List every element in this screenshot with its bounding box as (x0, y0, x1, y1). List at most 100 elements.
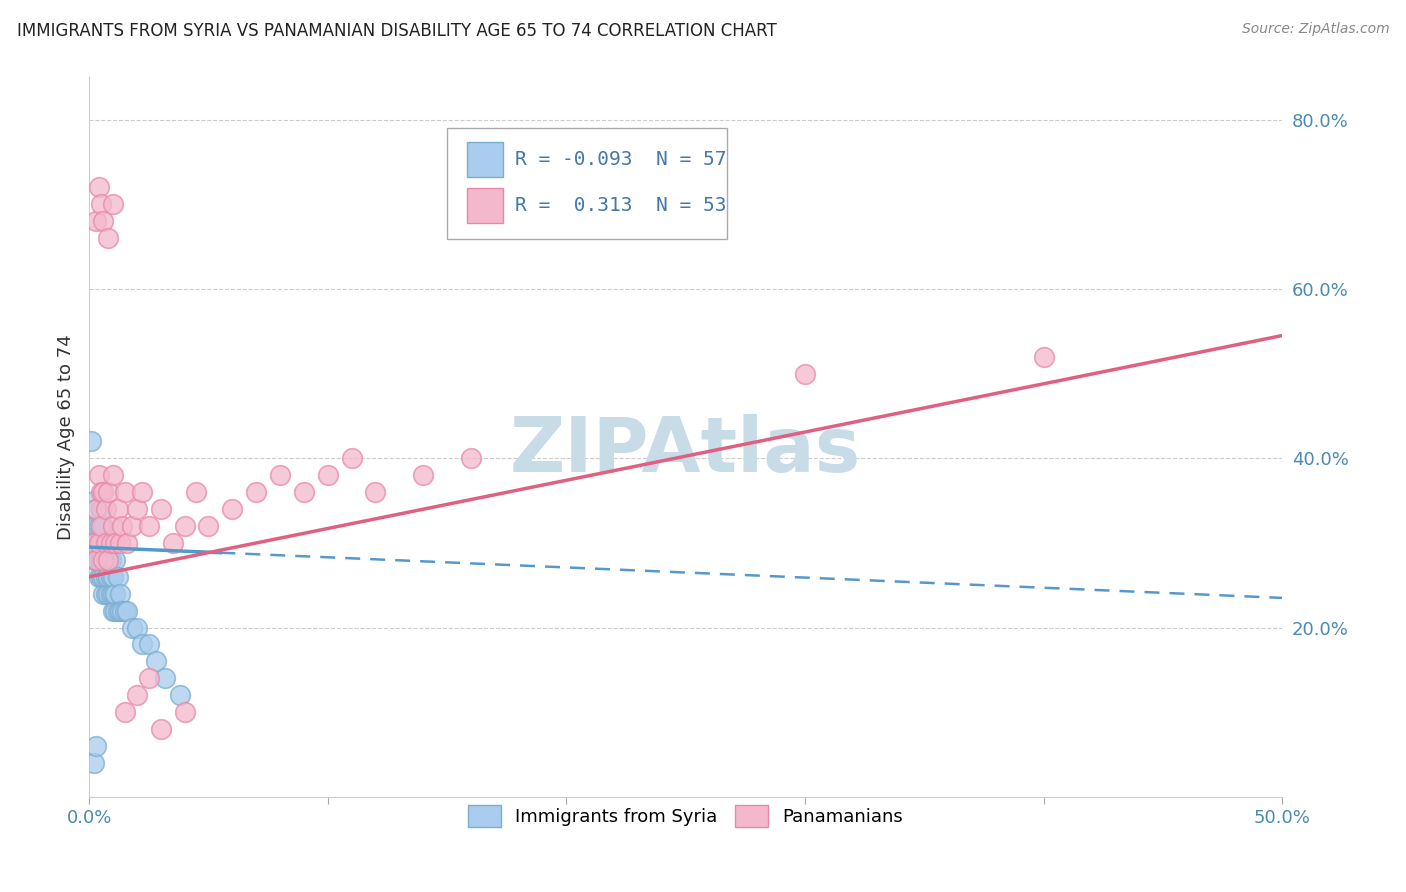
Point (117, 536, 139, 550)
Point (90, 485, 112, 500)
Point (100, 570, 122, 584)
Point (101, 604, 124, 618)
Point (97, 553, 120, 567)
FancyBboxPatch shape (467, 188, 503, 223)
Text: R =  0.313  N = 53: R = 0.313 N = 53 (515, 196, 727, 215)
Point (94, 536, 117, 550)
Point (145, 654, 167, 668)
Point (108, 604, 131, 618)
Point (90, 197, 112, 211)
Point (93, 519, 115, 533)
Point (125, 688, 148, 702)
Point (87, 519, 110, 533)
Point (90, 570, 112, 584)
Point (84, 553, 107, 567)
Point (84, 553, 107, 567)
Point (84, 519, 107, 533)
Point (100, 587, 122, 601)
Point (93, 553, 115, 567)
FancyBboxPatch shape (447, 128, 727, 239)
Point (221, 502, 243, 516)
Point (97, 536, 120, 550)
Point (107, 502, 129, 516)
Point (93, 553, 115, 567)
Point (100, 536, 122, 550)
Point (114, 604, 136, 618)
Point (108, 587, 131, 601)
Point (460, 451, 482, 466)
Point (84, 536, 107, 550)
Point (107, 570, 129, 584)
Point (173, 519, 195, 533)
Point (114, 705, 136, 719)
Point (101, 587, 124, 601)
Point (83, 536, 105, 550)
Point (121, 621, 143, 635)
Point (316, 468, 339, 483)
Point (97, 570, 120, 584)
Point (94, 570, 117, 584)
Point (138, 671, 160, 685)
Point (114, 485, 136, 500)
Point (93, 570, 115, 584)
Point (101, 468, 124, 483)
Point (101, 519, 124, 533)
Text: ZIPAtlas: ZIPAtlas (510, 415, 862, 489)
Point (131, 637, 153, 651)
Point (107, 604, 129, 618)
Point (97, 553, 120, 567)
Point (84, 739, 107, 753)
FancyBboxPatch shape (467, 142, 503, 177)
Point (186, 485, 208, 500)
Point (97, 485, 120, 500)
Point (93, 214, 115, 228)
Point (87, 536, 110, 550)
Point (104, 536, 127, 550)
Point (104, 587, 127, 601)
Point (131, 485, 153, 500)
Point (97, 587, 120, 601)
Point (149, 722, 172, 736)
Point (87, 180, 110, 194)
Point (94, 536, 117, 550)
Point (84, 502, 107, 516)
Point (94, 553, 117, 567)
Point (97, 231, 120, 245)
Point (94, 502, 117, 516)
Point (173, 705, 195, 719)
Text: Source: ZipAtlas.com: Source: ZipAtlas.com (1241, 22, 1389, 37)
Point (90, 553, 112, 567)
Y-axis label: Disability Age 65 to 74: Disability Age 65 to 74 (58, 334, 75, 540)
Point (162, 536, 184, 550)
Point (87, 536, 110, 550)
Point (80, 434, 103, 449)
Point (90, 519, 112, 533)
Point (108, 536, 131, 550)
Point (125, 502, 148, 516)
Point (83, 493, 105, 508)
Point (83, 519, 105, 533)
Point (100, 553, 122, 567)
Point (84, 502, 107, 516)
Point (111, 604, 134, 618)
Point (83, 536, 105, 550)
Point (292, 485, 315, 500)
Point (104, 553, 127, 567)
Point (80, 536, 103, 550)
Point (245, 485, 267, 500)
Point (90, 536, 112, 550)
Point (87, 468, 110, 483)
Point (340, 451, 363, 466)
Text: R = -0.093  N = 57: R = -0.093 N = 57 (515, 150, 727, 169)
Point (101, 536, 124, 550)
Point (364, 485, 387, 500)
Point (84, 214, 107, 228)
Point (149, 502, 172, 516)
Point (138, 637, 160, 651)
Point (117, 604, 139, 618)
Point (101, 570, 124, 584)
Point (121, 519, 143, 533)
Legend: Immigrants from Syria, Panamanians: Immigrants from Syria, Panamanians (461, 798, 910, 835)
Point (138, 519, 160, 533)
Point (155, 671, 177, 685)
